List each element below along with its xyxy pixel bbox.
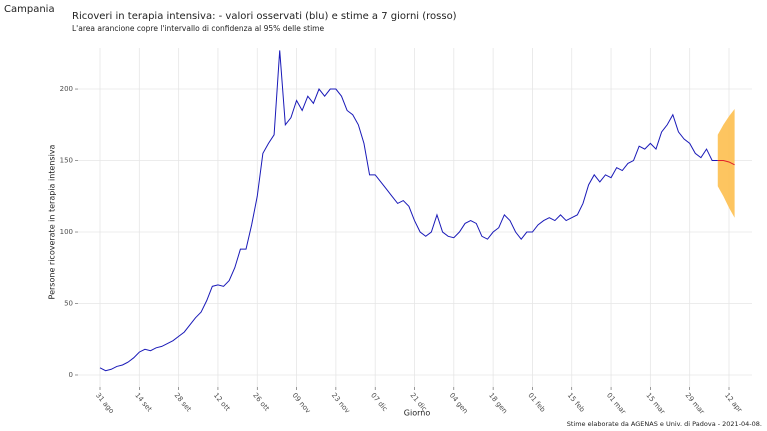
x-tick-label: 01 feb (526, 391, 547, 414)
y-axis-label: Persone ricoverate in terapia intensiva (48, 144, 57, 299)
x-tick-label: 31 ago (94, 391, 116, 415)
confidence-band (717, 109, 735, 218)
series-line (717, 160, 735, 166)
x-tick-label: 15 feb (566, 391, 587, 414)
x-tick-label: 18 gen (487, 391, 509, 415)
series-line (99, 50, 718, 372)
x-tick-label: 09 nov (290, 391, 312, 415)
region-label: Campania (4, 4, 55, 15)
x-tick-label: 26 ott (251, 391, 271, 412)
x-tick-label: 01 mar (605, 391, 627, 415)
y-tick-label: 100 (60, 228, 73, 236)
x-tick-label: 12 ott (212, 391, 232, 412)
x-tick-label: 29 mar (684, 391, 706, 415)
y-tick-label: 0 (69, 371, 73, 379)
chart-subtitle: L'area arancione copre l'intervallo di c… (72, 24, 324, 33)
y-tick-label: 200 (60, 85, 73, 93)
x-tick-label: 15 mar (644, 391, 666, 415)
x-tick-label: 07 dic (369, 391, 389, 413)
x-tick-label: 28 set (173, 391, 193, 413)
x-axis-label: Giorno (404, 409, 431, 418)
caption: Stime elaborate da AGENAS e Univ. di Pad… (567, 420, 762, 428)
x-tick-label: 14 set (133, 391, 153, 413)
x-tick-label: 12 apr (723, 391, 744, 414)
x-tick-label: 04 gen (448, 391, 470, 415)
y-tick-label: 150 (60, 157, 73, 165)
x-tick-label: 23 nov (330, 391, 352, 415)
chart-title: Ricoveri in terapia intensiva: - valori … (72, 11, 457, 22)
y-tick-label: 50 (64, 300, 73, 308)
plot-area (78, 48, 752, 387)
